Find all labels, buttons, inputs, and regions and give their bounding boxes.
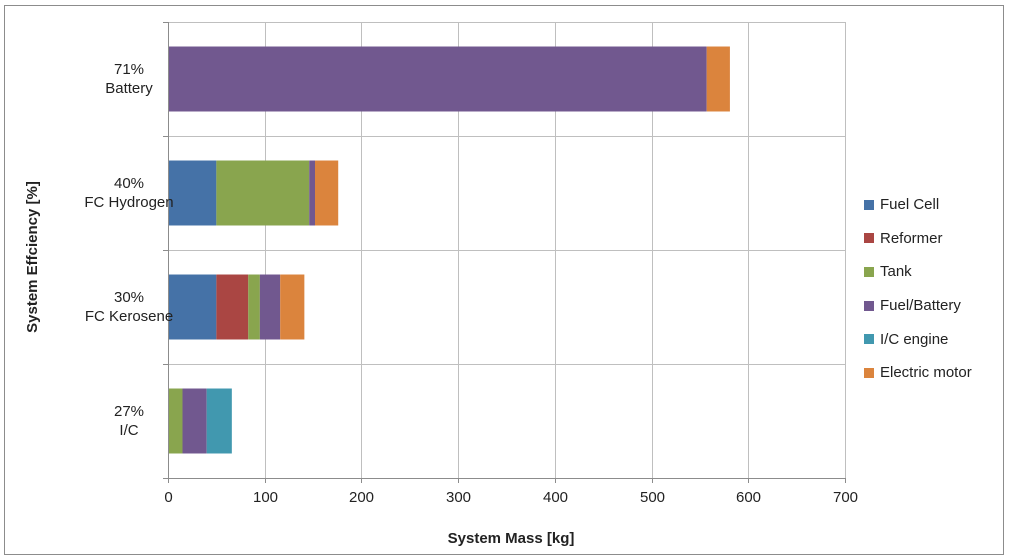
bar-segment	[309, 160, 316, 226]
bar-segment	[206, 388, 232, 454]
legend-item: Electric motor	[864, 356, 1004, 390]
x-axis-title: System Mass [kg]	[448, 530, 575, 547]
legend-label: Fuel Cell	[880, 196, 940, 214]
bar-segment	[216, 160, 310, 226]
legend-swatch	[864, 233, 874, 244]
bar-segment	[259, 274, 281, 340]
bar-segment	[216, 274, 249, 340]
x-tick-label: 200	[349, 489, 374, 506]
bar-segment	[168, 388, 183, 454]
legend-swatch	[864, 300, 874, 311]
x-tick-label: 100	[253, 489, 278, 506]
category-name-label: FC Hydrogen	[84, 194, 173, 211]
x-tick-label: 400	[543, 489, 568, 506]
legend-item: Fuel/Battery	[864, 289, 1004, 323]
legend-label: Tank	[880, 263, 912, 281]
legend-swatch	[864, 266, 874, 277]
bar-segment	[168, 160, 217, 226]
bar-segment	[168, 274, 217, 340]
axes: 0 100 200 300 400 500 600 700	[163, 22, 858, 506]
legend-item: I/C engine	[864, 322, 1004, 356]
x-tick-label: 600	[736, 489, 761, 506]
category-efficiency-label: 40%	[114, 175, 144, 192]
legend-item: Fuel Cell	[864, 188, 1004, 222]
category-efficiency-label: 30%	[114, 289, 144, 306]
legend-swatch	[864, 367, 874, 378]
bar-segment	[315, 160, 339, 226]
x-tick-label: 0	[164, 489, 172, 506]
x-tick-label: 500	[640, 489, 665, 506]
y-axis-title: System Effciency [%]	[24, 181, 41, 333]
bar-segment	[182, 388, 207, 454]
category-name-label: FC Kerosene	[85, 308, 173, 325]
legend-item: Reformer	[864, 222, 1004, 256]
category-efficiency-label: 27%	[114, 403, 144, 420]
legend-label: Reformer	[880, 229, 943, 247]
bar-segment	[168, 46, 707, 112]
category-name-label: I/C	[119, 422, 138, 439]
bar-segment	[280, 274, 305, 340]
legend-swatch	[864, 199, 874, 210]
bar-segment	[248, 274, 260, 340]
legend: Fuel Cell Reformer Tank Fuel/Battery I/C eng…	[864, 188, 1004, 390]
legend-item: Tank	[864, 255, 1004, 289]
x-tick-label: 300	[446, 489, 471, 506]
bar-segment	[706, 46, 730, 112]
bars	[168, 46, 730, 454]
legend-label: Fuel/Battery	[880, 297, 961, 315]
legend-label: Electric motor	[880, 364, 972, 382]
category-efficiency-label: 71%	[114, 61, 144, 78]
legend-swatch	[864, 334, 874, 345]
legend-label: I/C engine	[880, 330, 949, 348]
x-tick-label: 700	[833, 489, 858, 506]
category-labels: 71% Battery 40% FC Hydrogen 30% FC Kerosene 27…	[84, 61, 173, 439]
category-name-label: Battery	[105, 80, 153, 97]
